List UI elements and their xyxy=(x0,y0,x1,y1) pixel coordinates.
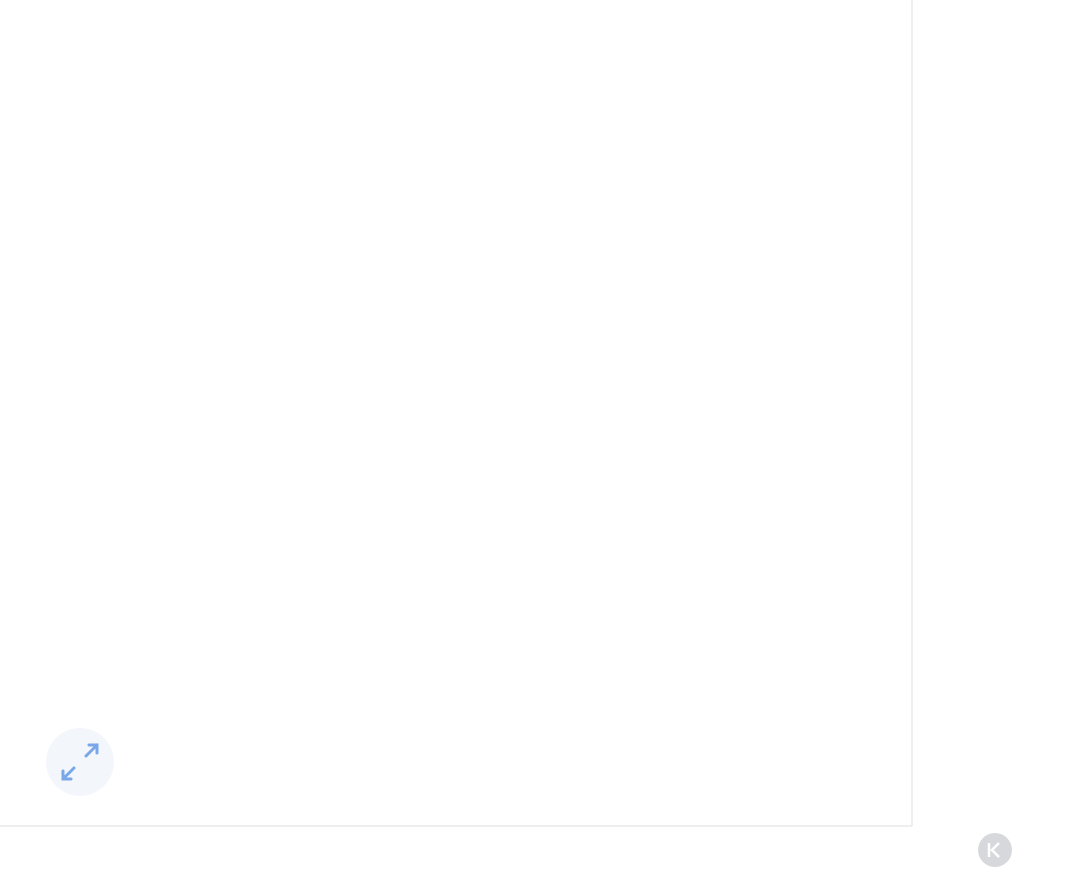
expand-button[interactable] xyxy=(46,728,114,796)
reset-button[interactable] xyxy=(978,833,1012,867)
